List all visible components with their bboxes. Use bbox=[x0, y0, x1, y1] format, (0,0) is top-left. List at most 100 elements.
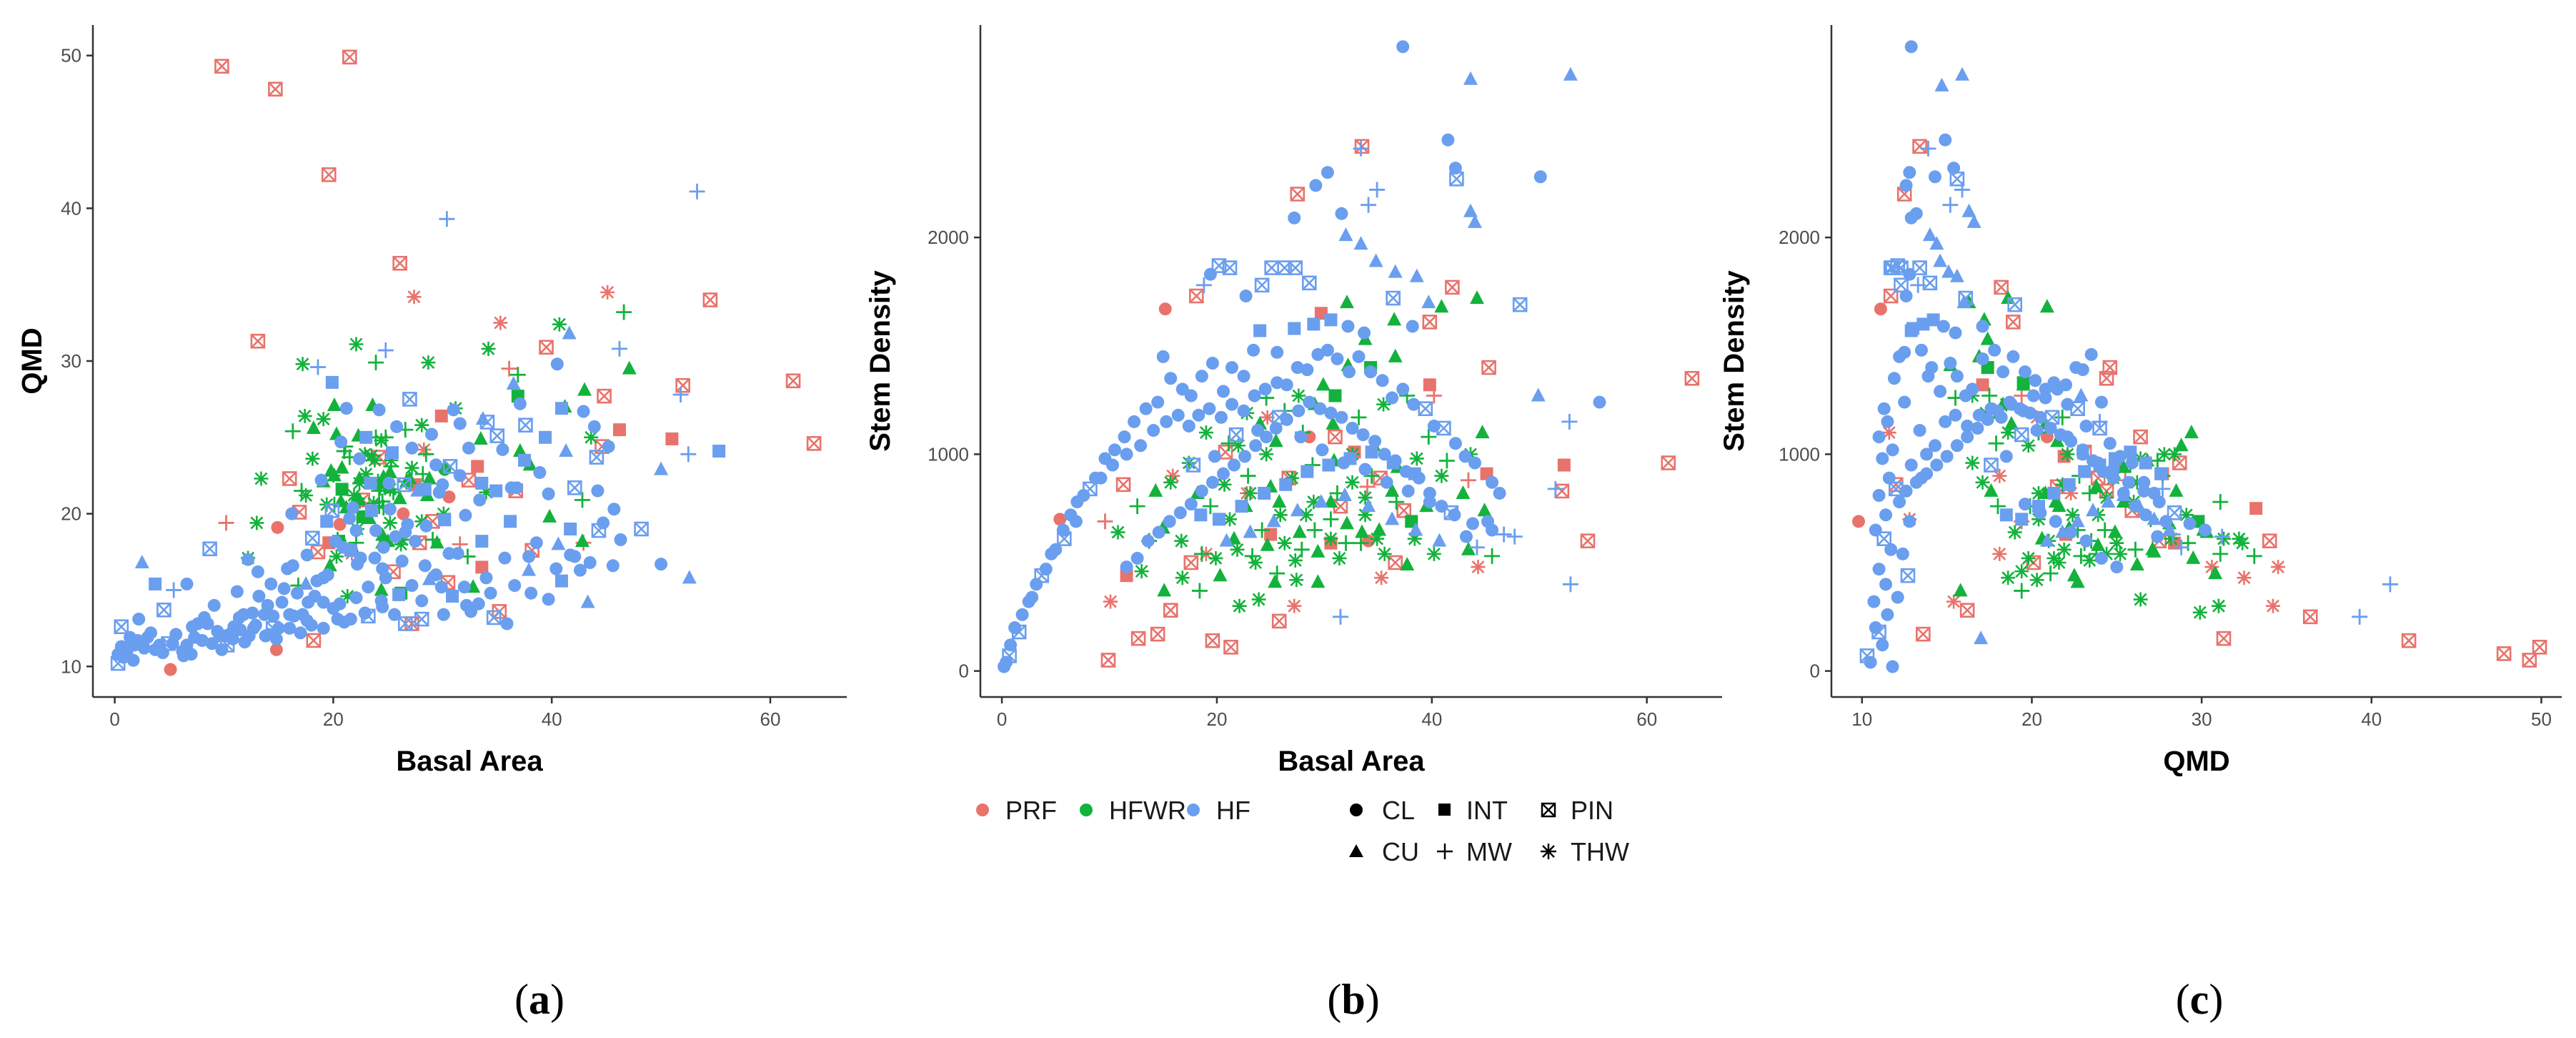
point-b-hf-cl-46 bbox=[1205, 357, 1219, 370]
point-c-hfwr-thw-23 bbox=[2001, 570, 2016, 585]
panel-c: 10 20 30 40 50 0 1000 2000 QMD Stem Density bbox=[1719, 25, 2562, 777]
x-tick-label-c-40: 40 bbox=[2361, 708, 2382, 730]
point-a-hf-cl-202 bbox=[304, 618, 318, 632]
point-b-hfwr-thw-82 bbox=[1217, 477, 1232, 492]
point-b-hf-pin-33 bbox=[1386, 290, 1401, 306]
point-c-hf-cl-138 bbox=[1961, 430, 1974, 444]
point-b-hf-cl-65 bbox=[1030, 578, 1043, 591]
point-b-prf-pin-3 bbox=[1189, 288, 1204, 304]
point-b-hf-cl-149 bbox=[1141, 534, 1155, 548]
point-a-hf-cl-50 bbox=[453, 417, 467, 430]
point-c-hf-cl-157 bbox=[2061, 430, 2074, 444]
point-b-hfwr-thw-98 bbox=[1291, 388, 1306, 403]
point-c-hf-mw-169 bbox=[2154, 480, 2171, 497]
point-a-prf-pin-9 bbox=[702, 292, 718, 307]
point-b-prf-pin-1 bbox=[1290, 187, 1306, 202]
point-b-hfwr-cu-97 bbox=[1316, 377, 1331, 391]
point-c-hf-pin-77 bbox=[1876, 531, 1891, 546]
point-a-hf-cl-56 bbox=[349, 524, 363, 538]
point-b-hf-cl-44 bbox=[1225, 361, 1239, 375]
point-b-hf-cl-86 bbox=[1171, 408, 1185, 422]
point-a-hfwr-cu-21 bbox=[542, 508, 557, 523]
legend-thw-label: THW bbox=[1571, 837, 1629, 866]
point-c-prf-pin-22 bbox=[2302, 609, 2318, 625]
point-c-hf-cl-84 bbox=[1913, 424, 1926, 438]
point-a-hf-cl-162 bbox=[432, 485, 446, 499]
point-b-hf-int-174 bbox=[1194, 508, 1208, 522]
point-a-hf-cl-36 bbox=[437, 608, 450, 621]
point-a-hf-cl-232 bbox=[573, 563, 587, 577]
legend-int-square-icon bbox=[1438, 804, 1451, 816]
point-a-hf-cl-215 bbox=[424, 427, 438, 441]
point-a-hf-cl-190 bbox=[166, 637, 179, 651]
point-a-hfwr-cu-8 bbox=[622, 360, 637, 375]
point-c-hf-cl-135 bbox=[1991, 404, 2004, 417]
point-a-hf-pin-87 bbox=[397, 477, 412, 493]
point-a-hf-pin-74 bbox=[567, 480, 582, 495]
point-a-hfwr-cu-17 bbox=[577, 382, 592, 396]
point-b-hfwr-thw-27 bbox=[1248, 555, 1263, 570]
point-c-hfwr-thw-70 bbox=[2057, 542, 2072, 557]
point-a-hf-mw-1 bbox=[689, 183, 705, 199]
point-a-hf-pin-16 bbox=[114, 619, 129, 635]
point-b-hf-pin-73 bbox=[1011, 624, 1027, 640]
point-a-hf-cl-143 bbox=[201, 617, 214, 631]
point-b-hf-cl-165 bbox=[1466, 517, 1479, 530]
point-a-hf-cl-48 bbox=[496, 443, 509, 456]
point-a-hf-cl-13 bbox=[655, 558, 668, 571]
point-c-hf-cl-102 bbox=[1996, 365, 2010, 379]
point-c-hf-cl-162 bbox=[2137, 484, 2151, 498]
point-a-hf-cl-208 bbox=[238, 636, 252, 649]
point-b-hf-cu-1 bbox=[1563, 66, 1578, 81]
point-b-hfwr-cu-43 bbox=[1400, 557, 1415, 571]
point-a-prf-pin-6 bbox=[250, 333, 266, 349]
point-a-hf-cl-127 bbox=[368, 551, 382, 565]
point-c-hfwr-cu-39 bbox=[2208, 565, 2223, 580]
point-c-hf-cl-104 bbox=[2018, 365, 2032, 379]
point-a-hf-cl-15 bbox=[602, 440, 615, 453]
point-b-hf-int-41 bbox=[1253, 324, 1267, 337]
point-b-hf-cl-135 bbox=[1292, 404, 1306, 417]
point-b-hf-cu-15 bbox=[1409, 268, 1424, 282]
point-b-prf-thw-46 bbox=[1103, 594, 1118, 609]
point-c-prf-thw-31 bbox=[1992, 546, 2007, 561]
point-a-hfwr-thw-0 bbox=[295, 357, 310, 372]
point-a-hf-cl-172 bbox=[337, 540, 350, 554]
point-a-hf-cl-219 bbox=[339, 402, 353, 415]
panel-a: 0 20 40 60 10 20 30 40 50 Basal Area QMD bbox=[16, 25, 847, 777]
x-tick-label-c-30: 30 bbox=[2192, 708, 2212, 730]
point-b-hf-mw-169 bbox=[1547, 480, 1563, 497]
point-a-hf-cl-14 bbox=[606, 559, 620, 573]
point-c-hf-cl-158 bbox=[2076, 443, 2089, 457]
point-a-hf-cl-170 bbox=[354, 551, 367, 565]
point-a-hf-int-79 bbox=[504, 515, 517, 528]
point-c-hf-cl-19 bbox=[1928, 170, 1941, 184]
point-a-hf-cl-167 bbox=[379, 571, 392, 585]
point-a-hfwr-cu-94 bbox=[362, 510, 377, 525]
point-b-hf-cl-78 bbox=[1069, 515, 1083, 528]
x-tick-label-b-60: 60 bbox=[1636, 708, 1657, 730]
point-c-hf-cl-130 bbox=[2044, 422, 2057, 435]
point-c-hf-cl-106 bbox=[2039, 391, 2052, 405]
point-c-prf-pin-24 bbox=[2401, 633, 2417, 648]
point-c-hf-cl-51 bbox=[1893, 350, 1906, 363]
point-b-hfwr-cu-75 bbox=[1311, 543, 1326, 558]
point-c-hf-cu-17 bbox=[1961, 203, 1976, 217]
point-a-hf-cl-195 bbox=[111, 648, 125, 661]
point-b-prf-mw-32 bbox=[1097, 513, 1113, 530]
point-b-hf-mw-117 bbox=[1496, 526, 1512, 543]
y-tick-label-c-1000: 1000 bbox=[1779, 443, 1820, 465]
point-c-hf-cl-143 bbox=[1909, 475, 1923, 489]
point-a-hf-cl-72 bbox=[533, 465, 547, 479]
x-tick-label-a-60: 60 bbox=[760, 708, 781, 730]
point-b-hf-mw-172 bbox=[1562, 576, 1578, 593]
point-c-hf-pin-152 bbox=[1984, 458, 1999, 473]
point-b-hf-cl-171 bbox=[1593, 395, 1606, 409]
point-c-prf-thw-19 bbox=[2237, 570, 2252, 585]
point-a-hfwr-mw-5 bbox=[509, 367, 526, 383]
point-a-hf-pin-226 bbox=[486, 610, 502, 626]
point-a-prf-cl-40 bbox=[164, 663, 177, 676]
point-b-hf-cl-19 bbox=[1533, 170, 1547, 184]
point-a-hf-cl-103 bbox=[207, 598, 221, 612]
caption-c-letter: c bbox=[2190, 976, 2209, 1023]
